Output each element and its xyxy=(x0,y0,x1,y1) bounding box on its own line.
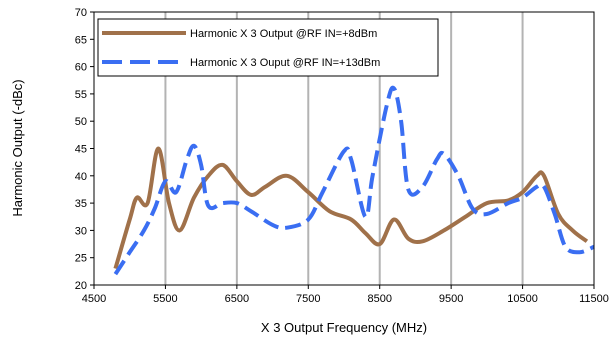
x-tick-label: 10500 xyxy=(507,293,538,305)
x-tick-label: 5500 xyxy=(153,293,177,305)
legend-box xyxy=(97,18,439,77)
legend-label-13dbm: Harmonic X 3 Ouput @RF IN=+13dBm xyxy=(190,57,380,69)
legend-label-8dbm: Harmonic X 3 Output @RF IN=+8dBm xyxy=(190,28,377,40)
series-layer xyxy=(113,85,595,276)
x-tick-label: 9500 xyxy=(439,293,463,305)
plot-border xyxy=(93,11,595,286)
y-tick-label: 50 xyxy=(75,116,87,128)
x-tick-label: 11500 xyxy=(579,293,609,305)
y-tick-label: 30 xyxy=(75,225,87,237)
x-tick-label: 7500 xyxy=(296,293,320,305)
y-tick-label: 55 xyxy=(75,89,87,101)
legend: Harmonic X 3 Output @RF IN=+8dBm Harmoni… xyxy=(97,18,439,77)
axis-ticks: 4500 5500 6500 7500 8500 9500 10500 11500 20 25 30… xyxy=(75,7,609,305)
y-tick-label: 25 xyxy=(75,253,87,265)
y-tick-label: 45 xyxy=(75,144,87,156)
series-line-13dbm xyxy=(113,85,595,276)
x-tick-label: 4500 xyxy=(82,293,106,305)
series-line-8dbm xyxy=(113,146,589,270)
y-tick-label: 60 xyxy=(75,62,87,74)
y-tick-label: 35 xyxy=(75,198,87,210)
y-axis-label: Harmonic Output (-dBc) xyxy=(10,79,25,216)
x-axis-label: X 3 Output Frequency (MHz) xyxy=(261,320,427,335)
y-tick-label: 70 xyxy=(75,7,87,19)
y-tick-label: 40 xyxy=(75,171,87,183)
y-tick-label: 65 xyxy=(75,34,87,46)
x-tick-label: 8500 xyxy=(367,293,391,305)
y-tick-label: 20 xyxy=(75,280,87,292)
x-tick-label: 6500 xyxy=(225,293,249,305)
